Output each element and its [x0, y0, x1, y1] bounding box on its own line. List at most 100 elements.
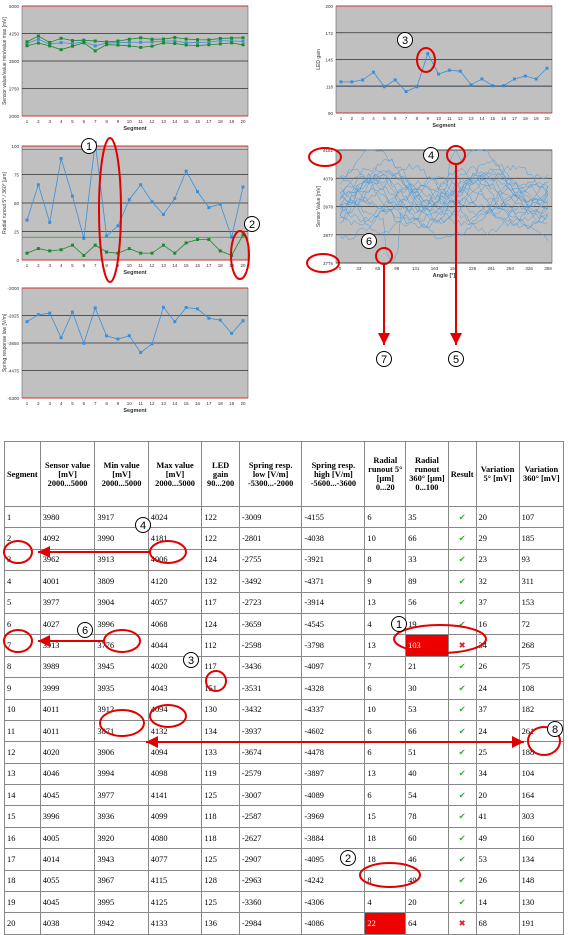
table-cell: 3: [4, 548, 41, 572]
x-axis-label-radial: Segment: [123, 270, 146, 276]
x-tick-spring: 17: [206, 401, 212, 406]
x-tick-spring: 2: [37, 401, 40, 406]
y-tick-radial: 50: [14, 201, 20, 206]
data-point-spring: [241, 319, 245, 323]
data-point-radial: [25, 218, 29, 222]
data-point-radial: [207, 206, 211, 210]
angle-trace: [339, 208, 549, 264]
data-point-sensor: [70, 42, 74, 46]
x-tick-sensor: 5: [71, 119, 74, 124]
angle-trace: [339, 149, 549, 204]
x-tick-radial: 4: [60, 263, 63, 268]
column-header: Segment: [4, 441, 41, 507]
x-tick-radial: 15: [184, 263, 190, 268]
x-tick-sensor: 17: [206, 119, 212, 124]
table-cell: 4044: [147, 634, 203, 657]
x-tick-angle: 33: [356, 266, 362, 271]
data-point-spring: [116, 337, 120, 341]
x-tick-sensor: 15: [184, 119, 190, 124]
table-cell: 160: [518, 826, 565, 850]
data-point-radial: [241, 233, 245, 237]
table-cell: 4133: [147, 912, 203, 935]
x-tick-spring: 1: [26, 401, 29, 406]
x-tick-spring: 7: [94, 401, 97, 406]
table-cell: 3945: [94, 655, 149, 679]
table-cell: 134: [201, 719, 240, 743]
x-tick-sensor: 14: [172, 119, 178, 124]
table-cell: 118: [201, 826, 240, 850]
data-point-sensor: [70, 39, 74, 43]
data-point-led: [404, 90, 408, 94]
table-row: 19 4045 3995 4125 125 -3360 -4306 4 20 ✔ 14 130: [4, 891, 565, 914]
x-tick-radial: 12: [150, 263, 156, 268]
y-tick-radial: 0: [16, 258, 19, 263]
table-cell: 1: [4, 505, 41, 529]
table-cell: 4011: [39, 719, 96, 743]
table-cell: 51: [405, 741, 449, 764]
x-tick-led: 10: [436, 116, 442, 121]
table-cell: 4141: [147, 784, 203, 807]
table-cell: 3904: [94, 591, 149, 614]
x-tick-radial: 10: [127, 263, 133, 268]
data-point-sensor: [207, 40, 211, 44]
pass-check-icon: ✔: [458, 533, 466, 544]
table-cell: -3884: [301, 826, 366, 850]
angle-trace: [339, 175, 549, 228]
table-cell: 4020: [147, 655, 203, 679]
table-cell: 3989: [39, 655, 96, 679]
x-tick-led: 7: [405, 116, 408, 121]
data-point-radial: [36, 183, 40, 187]
x-axis-label-angle: Angle [°]: [433, 273, 456, 279]
table-cell: 4014: [39, 848, 96, 871]
data-point-sensor: [173, 42, 177, 46]
table-cell: 13: [4, 762, 41, 786]
table-cell: -4371: [301, 570, 366, 593]
table-cell: 3996: [39, 805, 96, 828]
table-cell: -3914: [301, 591, 366, 614]
table-cell: -3969: [301, 805, 366, 828]
angle-trace: [339, 166, 549, 211]
table-cell: 122: [201, 527, 240, 550]
table-cell: 117: [201, 655, 240, 679]
table-cell: 14: [475, 891, 520, 914]
data-point-spring: [184, 306, 188, 310]
table-cell: 124: [201, 548, 240, 572]
x-axis-label-led: Segment: [432, 123, 455, 129]
table-cell: 3995: [94, 891, 149, 914]
data-point-sensor: [59, 48, 63, 52]
pass-check-icon: ✔: [458, 725, 466, 736]
y-tick-sensor: 2000: [9, 114, 20, 119]
table-cell: ✔: [447, 869, 477, 893]
x-tick-spring: 6: [83, 401, 86, 406]
series-line-radial-1: [26, 234, 244, 256]
y-tick-angle: 4079: [323, 176, 334, 181]
table-cell: 108: [518, 677, 565, 700]
table-cell: 19: [405, 612, 449, 636]
table-cell: -3798: [301, 634, 366, 657]
angle-trace: [339, 197, 549, 223]
data-point-sensor: [218, 36, 222, 40]
x-tick-angle: 359: [544, 266, 552, 271]
data-point-radial: [36, 247, 40, 251]
data-point-radial: [59, 157, 63, 161]
table-cell: -3937: [238, 719, 303, 743]
table-cell: 130: [201, 698, 240, 721]
data-point-sensor: [196, 40, 200, 44]
data-point-radial: [82, 236, 86, 240]
x-tick-radial: 9: [117, 263, 120, 268]
data-point-spring: [230, 331, 234, 335]
x-tick-radial: 1: [26, 263, 29, 268]
table-cell: -4086: [301, 912, 366, 935]
y-tick-sensor: 4250: [9, 32, 20, 37]
table-cell: 128: [201, 869, 240, 893]
data-point-spring: [139, 351, 143, 355]
x-tick-led: 5: [383, 116, 386, 121]
fail-cross-icon: ✖: [458, 918, 466, 929]
table-cell: 4020: [39, 741, 96, 764]
table-cell: 21: [405, 655, 449, 679]
table-cell: 4068: [147, 612, 203, 636]
x-tick-led: 17: [512, 116, 518, 121]
table-cell: 3920: [94, 826, 149, 850]
data-point-sensor: [59, 41, 63, 45]
table-cell: -3674: [238, 741, 303, 764]
